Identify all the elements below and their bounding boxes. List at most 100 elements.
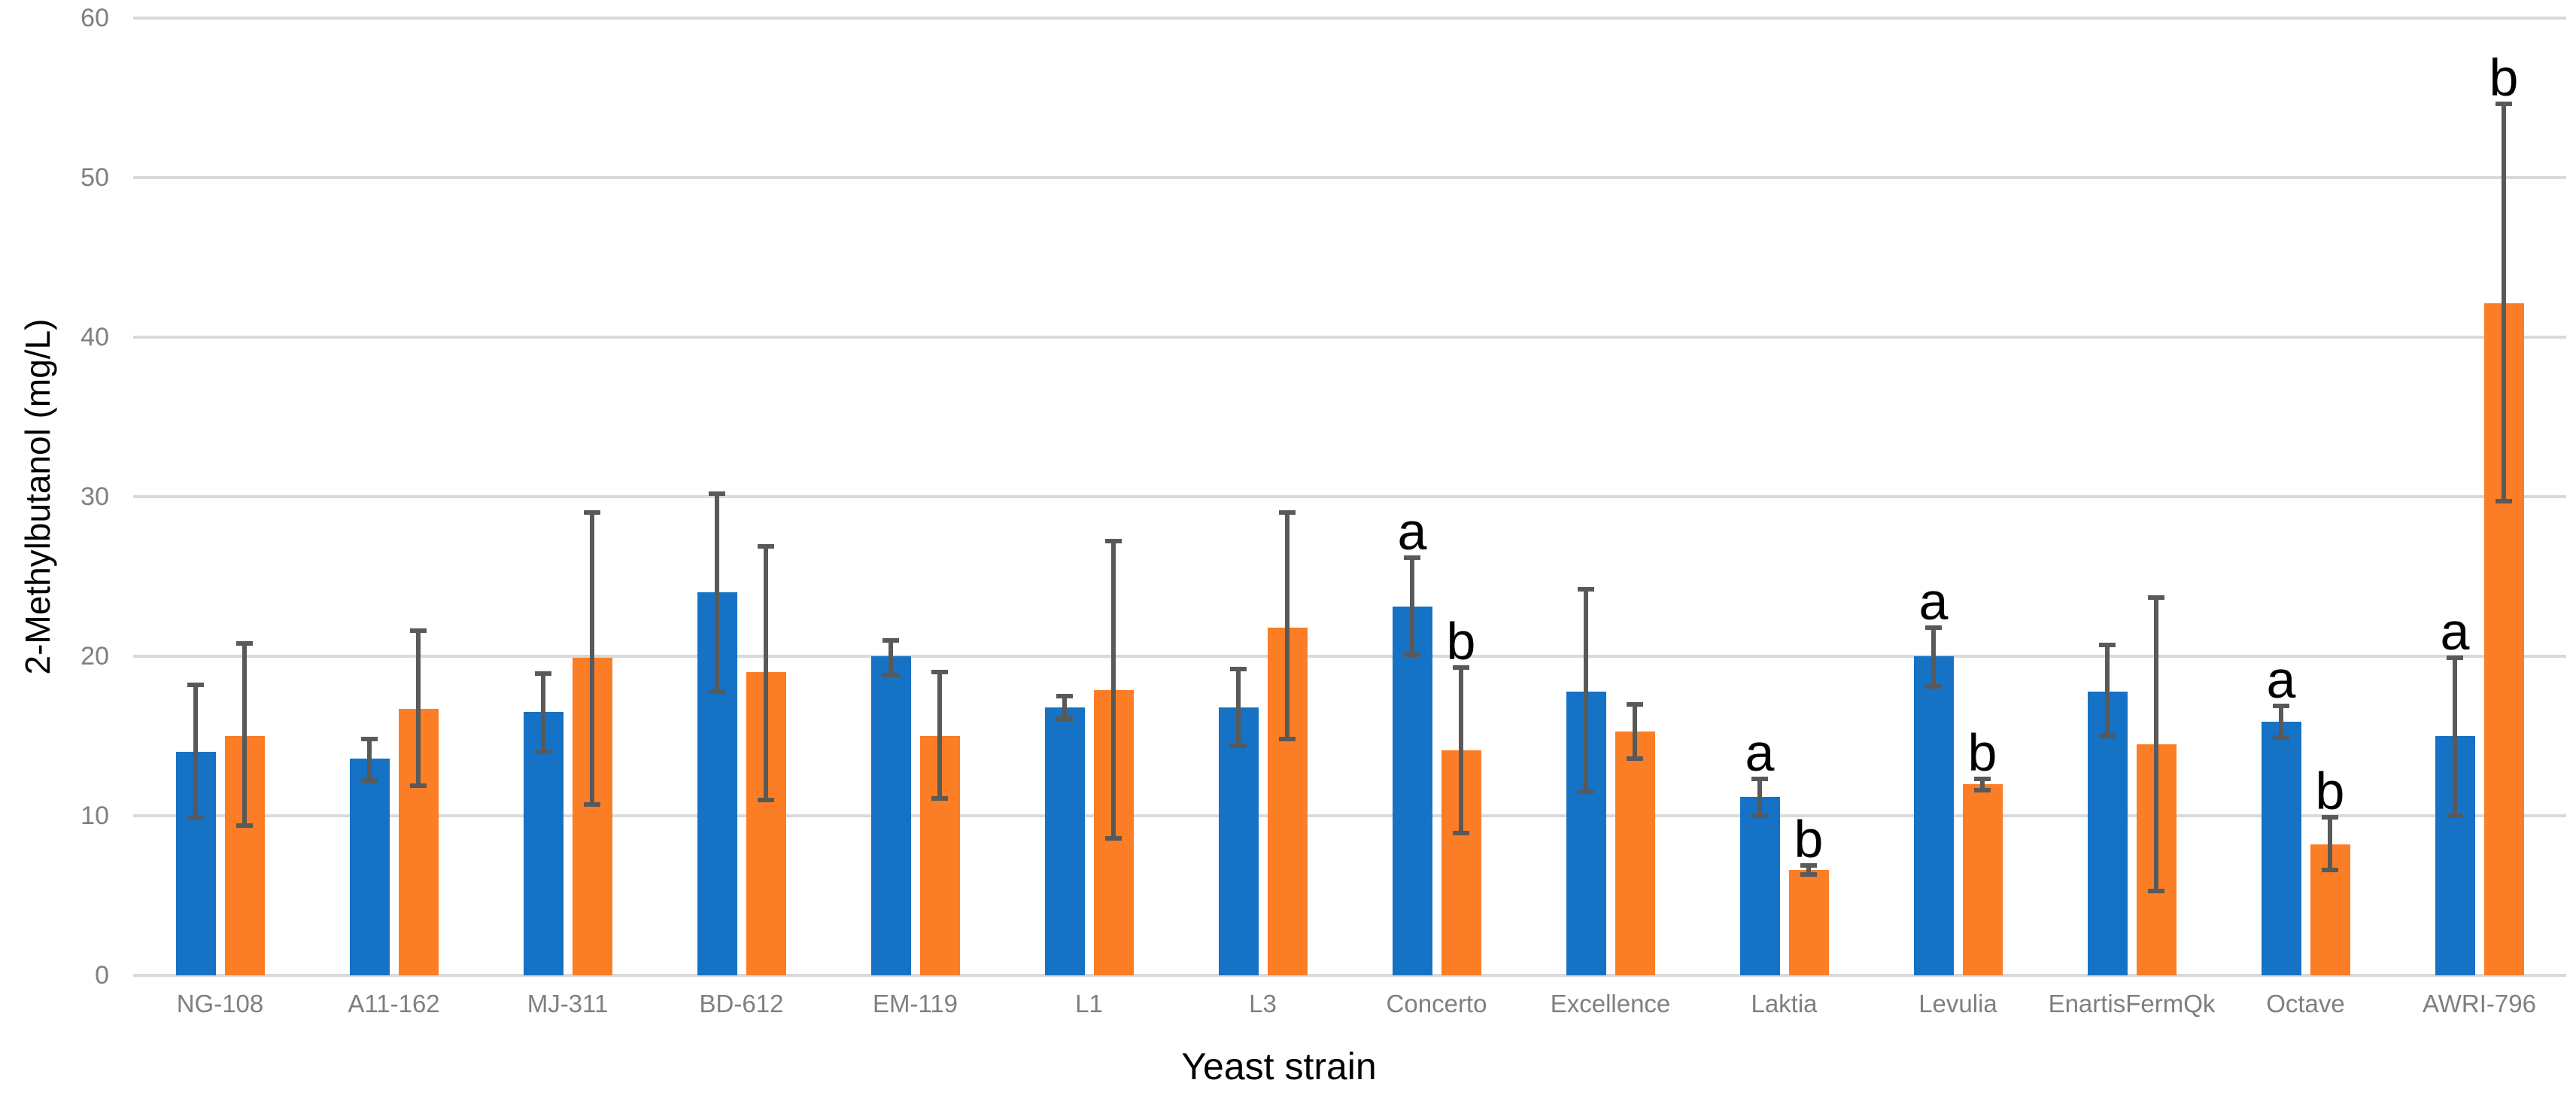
- error-bar: [2154, 597, 2158, 891]
- error-bar-cap: [758, 543, 774, 549]
- bar: [1392, 607, 1432, 975]
- category-label: EM-119: [872, 990, 958, 1017]
- category-label: L1: [1075, 990, 1103, 1017]
- error-bar: [367, 739, 372, 781]
- category-label: AWRI-796: [2423, 990, 2536, 1017]
- error-bar: [1410, 557, 1414, 655]
- bar: [1913, 656, 1954, 975]
- error-bar: [1459, 667, 1463, 834]
- error-bar-cap: [1404, 652, 1420, 657]
- error-bar-cap: [2099, 734, 2116, 738]
- y-tick-label: 40: [80, 323, 109, 351]
- error-bar-cap: [931, 795, 948, 801]
- bar: [523, 712, 564, 975]
- error-bar-cap: [236, 641, 253, 646]
- bar: [1615, 731, 1655, 975]
- error-bar-cap: [882, 637, 899, 643]
- error-bar-cap: [1056, 694, 1073, 698]
- error-bar: [1633, 704, 1637, 759]
- bar: [1044, 707, 1085, 975]
- category-label: BD-612: [699, 990, 784, 1017]
- gridline: [133, 495, 2566, 498]
- error-bar: [937, 672, 942, 798]
- error-bar-cap: [1925, 625, 1942, 630]
- significance-label: a: [1918, 571, 1949, 631]
- gridline: [133, 176, 2566, 179]
- y-tick-label: 0: [95, 961, 109, 990]
- category-label: A11-162: [348, 990, 440, 1017]
- error-bar-cap: [361, 778, 378, 783]
- error-bar-cap: [2273, 735, 2289, 741]
- error-bar-cap: [1279, 737, 1296, 742]
- error-bar-cap: [882, 673, 899, 678]
- significance-label: a: [1745, 723, 1775, 783]
- error-bar-cap: [2447, 655, 2463, 661]
- error-bar: [1931, 627, 1936, 687]
- bar: [2261, 721, 2301, 975]
- error-bar-cap: [1279, 510, 1296, 516]
- significance-label: b: [1794, 809, 1824, 868]
- bar: [1962, 783, 2003, 975]
- y-tick-label: 10: [80, 801, 109, 830]
- error-bar: [715, 493, 719, 692]
- error-bar-cap: [2148, 888, 2164, 893]
- error-bar-cap: [2099, 643, 2116, 648]
- significance-label: b: [2315, 762, 2345, 821]
- error-bar-cap: [187, 683, 204, 688]
- error-bar-cap: [1974, 777, 1991, 782]
- error-bar-cap: [1230, 666, 1247, 671]
- y-tick-label: 20: [80, 642, 109, 671]
- error-bar: [764, 546, 768, 800]
- error-bar-cap: [1056, 716, 1073, 721]
- significance-label: a: [2440, 602, 2470, 662]
- error-bar-cap: [2148, 595, 2164, 600]
- error-bar-cap: [1751, 814, 1768, 818]
- error-bar: [2502, 104, 2506, 502]
- error-bar-cap: [1105, 539, 1122, 544]
- bar: [2087, 691, 2128, 975]
- bar: [1788, 870, 1829, 975]
- significance-label: b: [1967, 723, 1997, 783]
- x-axis-title: Yeast strain: [1181, 1045, 1377, 1087]
- error-bar-cap: [1230, 743, 1247, 748]
- error-bar: [193, 685, 198, 818]
- category-label: NG-108: [176, 990, 264, 1017]
- error-bar: [242, 643, 247, 826]
- significance-label: a: [2266, 649, 2296, 709]
- error-bar-cap: [410, 783, 427, 788]
- error-bar-cap: [187, 815, 204, 820]
- significance-label: a: [1397, 501, 1427, 561]
- error-bar-cap: [709, 689, 725, 694]
- gridline: [133, 655, 2566, 658]
- error-bar: [1111, 541, 1116, 838]
- error-bar-cap: [758, 797, 774, 802]
- error-bar-cap: [1578, 789, 1594, 795]
- error-bar: [1980, 779, 1985, 791]
- error-bar-cap: [1751, 777, 1768, 782]
- error-bar-cap: [1578, 586, 1594, 592]
- error-bar-cap: [584, 510, 600, 516]
- error-bar-cap: [709, 491, 725, 496]
- category-label: L3: [1249, 990, 1277, 1017]
- error-bar-cap: [1627, 756, 1643, 761]
- error-bar: [889, 640, 893, 676]
- y-tick-label: 60: [80, 4, 109, 32]
- error-bar-cap: [1974, 788, 1991, 793]
- error-bar-cap: [1800, 862, 1817, 868]
- bar: [349, 758, 390, 975]
- error-bar-cap: [410, 628, 427, 634]
- error-bar-cap: [2496, 499, 2512, 504]
- error-bar: [1236, 668, 1241, 746]
- error-bar: [1062, 696, 1067, 719]
- category-label: Excellence: [1550, 990, 1671, 1017]
- error-bar-cap: [1627, 701, 1643, 707]
- gridline: [133, 974, 2566, 977]
- bar: [870, 656, 911, 975]
- error-bar: [1806, 865, 1811, 875]
- error-bar-cap: [2322, 868, 2338, 873]
- error-bar: [541, 674, 545, 753]
- gridline: [133, 336, 2566, 339]
- error-bar-cap: [535, 671, 551, 677]
- error-bar-cap: [236, 823, 253, 828]
